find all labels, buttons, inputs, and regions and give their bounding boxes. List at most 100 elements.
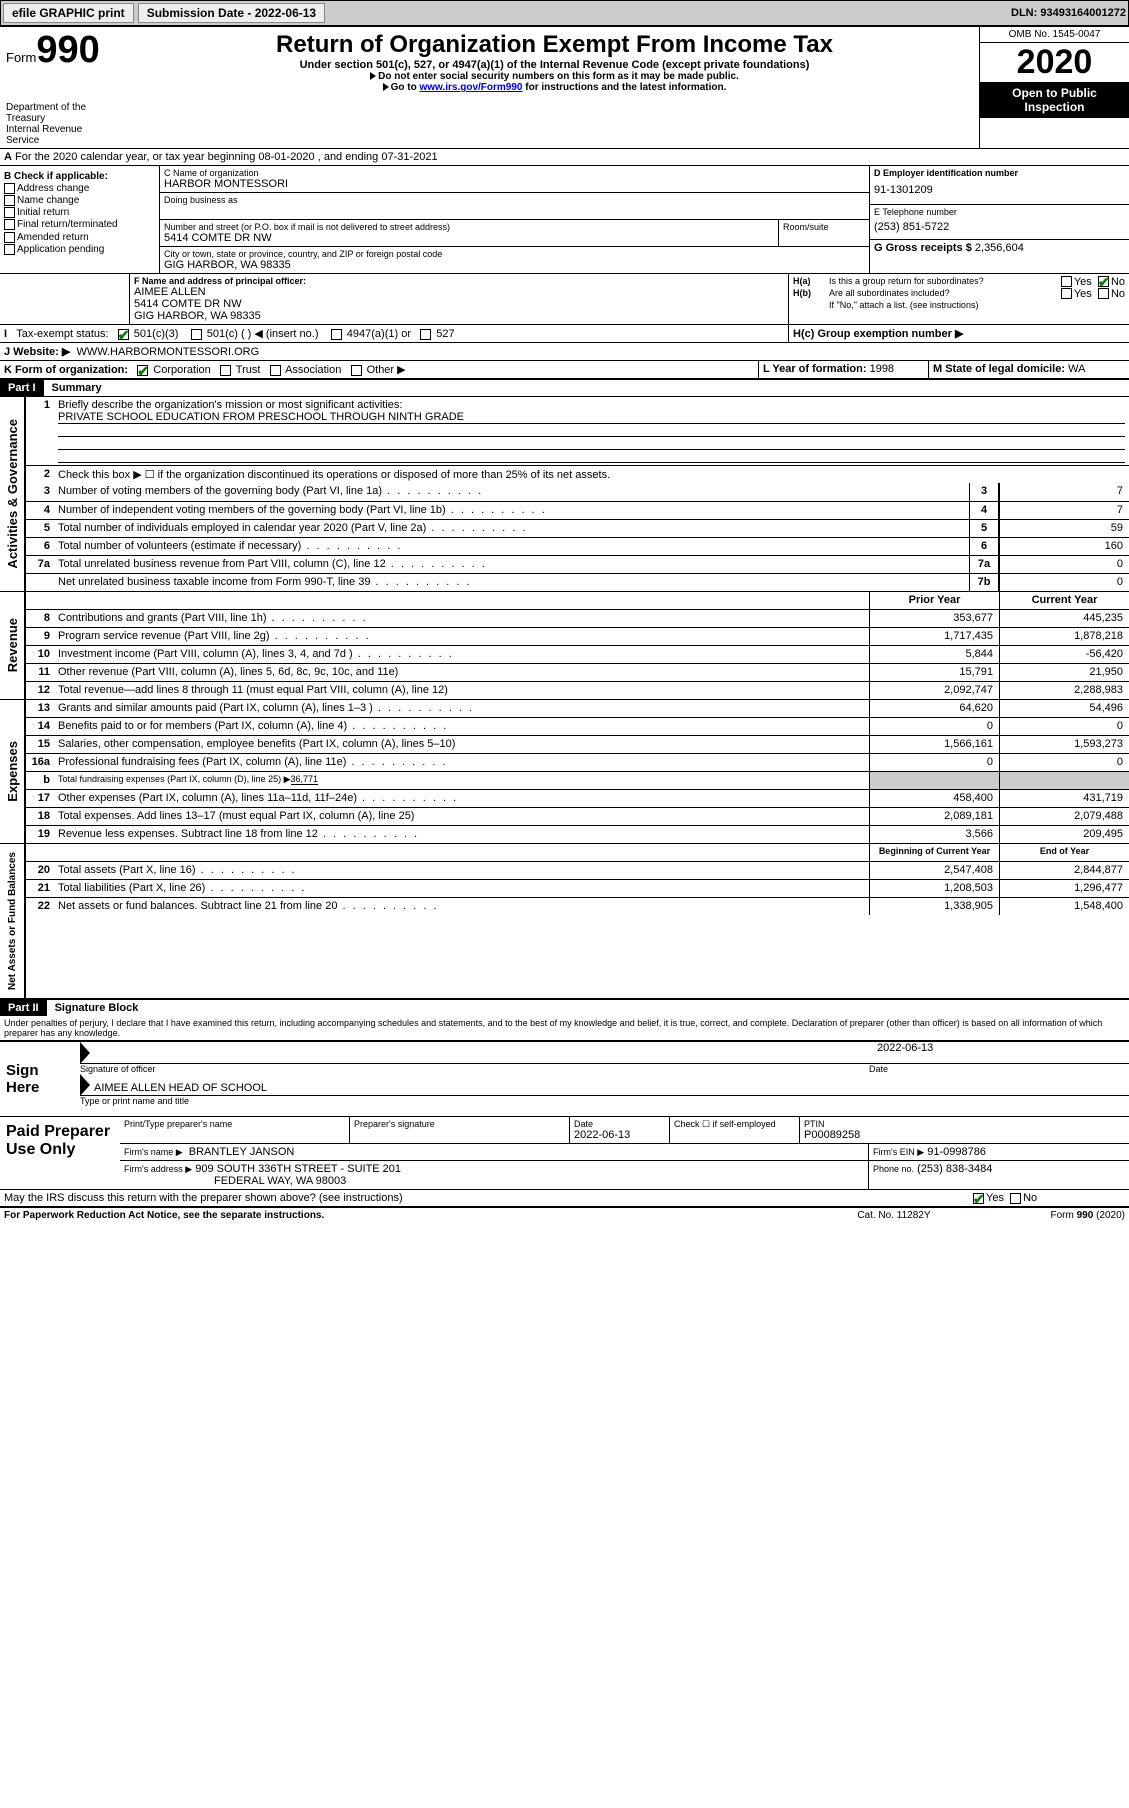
ptin-label: PTIN: [804, 1119, 1125, 1129]
l15-prior: 1,566,161: [869, 736, 999, 753]
corp-checkbox[interactable]: [137, 365, 148, 376]
topbar: efile GRAPHIC print Submission Date - 20…: [0, 0, 1129, 26]
line-a-text: For the 2020 calendar year, or tax year …: [15, 151, 438, 163]
l12-text: Total revenue—add lines 8 through 11 (mu…: [54, 682, 869, 699]
l17-curr: 431,719: [999, 790, 1129, 807]
l20-text: Total assets (Part X, line 16): [54, 862, 869, 879]
l22-text: Net assets or fund balances. Subtract li…: [54, 898, 869, 915]
website-value: WWW.HARBORMONTESSORI.ORG: [76, 346, 259, 358]
footer-left: For Paperwork Reduction Act Notice, see …: [4, 1210, 324, 1221]
opt-label: 501(c) ( ) ◀ (insert no.): [207, 328, 319, 340]
l16a-text: Professional fundraising fees (Part IX, …: [54, 754, 869, 771]
l14-text: Benefits paid to or for members (Part IX…: [54, 718, 869, 735]
l10-curr: -56,420: [999, 646, 1129, 663]
footer-right: Form 990 (2020): [1051, 1210, 1125, 1221]
opt-label: Other ▶: [367, 364, 406, 376]
room-label: Room/suite: [783, 222, 865, 232]
officer-name: AIMEE ALLEN: [134, 286, 784, 298]
omb-number: OMB No. 1545-0047: [980, 27, 1129, 43]
street-value: 5414 COMTE DR NW: [164, 232, 774, 244]
discuss-no-checkbox[interactable]: [1010, 1193, 1021, 1204]
l10-prior: 5,844: [869, 646, 999, 663]
dln-label: DLN: 93493164001272: [1011, 7, 1126, 19]
sign-here-label: Sign Here: [0, 1042, 80, 1116]
prior-year-hdr: Prior Year: [869, 592, 999, 609]
l9-prior: 1,717,435: [869, 628, 999, 645]
current-year-hdr: Current Year: [999, 592, 1129, 609]
no-label: No: [1111, 276, 1125, 288]
l2-text: Check this box ▶ ☐ if the organization d…: [54, 466, 1129, 483]
goto-post: for instructions and the latest informat…: [522, 82, 726, 93]
l19-prior: 3,566: [869, 826, 999, 843]
yes-label: Yes: [1074, 288, 1092, 300]
l18-prior: 2,089,181: [869, 808, 999, 825]
cb-label: Name change: [17, 195, 79, 206]
discuss-yes-checkbox[interactable]: [973, 1193, 984, 1204]
dba-label: Doing business as: [164, 195, 865, 205]
4947-checkbox[interactable]: [331, 329, 342, 340]
application-pending-checkbox[interactable]: [4, 244, 15, 255]
opt-label: 4947(a)(1) or: [347, 328, 411, 340]
phone-value: (253) 851-5722: [874, 217, 1125, 237]
part1-badge: Part I: [0, 380, 44, 396]
firm-addr2: FEDERAL WAY, WA 98003: [124, 1175, 346, 1187]
l4-text: Number of independent voting members of …: [54, 502, 969, 519]
firm-ein-label: Firm's EIN ▶: [873, 1147, 924, 1157]
yes-label: Yes: [1074, 276, 1092, 288]
org-name: HARBOR MONTESSORI: [164, 178, 865, 190]
527-checkbox[interactable]: [420, 329, 431, 340]
na-side-label: Net Assets or Fund Balances: [0, 843, 26, 998]
part2-badge: Part II: [0, 1000, 47, 1016]
net-assets-block: Net Assets or Fund Balances Beginning of…: [0, 843, 1129, 998]
rev-side-label: Revenue: [0, 591, 26, 699]
l16b-text: Total fundraising expenses (Part IX, col…: [58, 774, 291, 784]
initial-return-checkbox[interactable]: [4, 207, 15, 218]
section-j: J Website: ▶ WWW.HARBORMONTESSORI.ORG: [0, 342, 1129, 360]
l21-prior: 1,208,503: [869, 880, 999, 897]
prep-date-label: Date: [574, 1119, 665, 1129]
paid-preparer-block: Paid Preparer Use Only Print/Type prepar…: [0, 1116, 1129, 1189]
discuss-text: May the IRS discuss this return with the…: [0, 1190, 969, 1206]
dept-label: Department of theTreasuryInternal Revenu…: [6, 102, 124, 146]
no-label: No: [1023, 1192, 1037, 1204]
cb-label: Initial return: [17, 207, 69, 218]
trust-checkbox[interactable]: [220, 365, 231, 376]
l12-prior: 2,092,747: [869, 682, 999, 699]
l7a-text: Total unrelated business revenue from Pa…: [54, 556, 969, 573]
activities-governance-block: Activities & Governance 1Briefly describ…: [0, 396, 1129, 591]
footer-mid: Cat. No. 11282Y: [857, 1210, 930, 1221]
irs-link[interactable]: www.irs.gov/Form990: [419, 82, 522, 93]
footer: For Paperwork Reduction Act Notice, see …: [0, 1206, 1129, 1223]
name-change-checkbox[interactable]: [4, 195, 15, 206]
opt-label: 527: [436, 328, 454, 340]
part1-title: Summary: [44, 382, 102, 394]
efile-print-button[interactable]: efile GRAPHIC print: [3, 3, 134, 23]
box-b: B Check if applicable: Address change Na…: [0, 166, 160, 273]
amended-return-checkbox[interactable]: [4, 232, 15, 243]
final-return-checkbox[interactable]: [4, 219, 15, 230]
other-checkbox[interactable]: [351, 365, 362, 376]
phone-label: E Telephone number: [874, 207, 1125, 217]
cb-label: Final return/terminated: [17, 220, 118, 231]
l21-text: Total liabilities (Part X, line 26): [54, 880, 869, 897]
hb-note: If "No," attach a list. (see instruction…: [793, 300, 1125, 310]
501c-checkbox[interactable]: [191, 329, 202, 340]
box-b-label: B Check if applicable:: [4, 171, 108, 182]
firm-name-label: Firm's name ▶: [124, 1147, 183, 1157]
arrow-icon: [80, 1042, 90, 1064]
ha-no-checkbox[interactable]: [1098, 276, 1109, 287]
address-change-checkbox[interactable]: [4, 183, 15, 194]
l5-value: 59: [999, 520, 1129, 537]
ha-yes-checkbox[interactable]: [1061, 276, 1072, 287]
end-year-hdr: End of Year: [999, 844, 1129, 861]
submission-date-button[interactable]: Submission Date - 2022-06-13: [138, 3, 325, 23]
part2-header: Part II Signature Block: [0, 998, 1129, 1016]
hb-no-checkbox[interactable]: [1098, 288, 1109, 299]
mission-text: PRIVATE SCHOOL EDUCATION FROM PRESCHOOL …: [58, 411, 1125, 424]
m-value: WA: [1068, 363, 1085, 375]
501c3-checkbox[interactable]: [118, 329, 129, 340]
assoc-checkbox[interactable]: [270, 365, 281, 376]
hb-yes-checkbox[interactable]: [1061, 288, 1072, 299]
part2-title: Signature Block: [47, 1002, 139, 1014]
line-a: A For the 2020 calendar year, or tax yea…: [0, 148, 1129, 165]
